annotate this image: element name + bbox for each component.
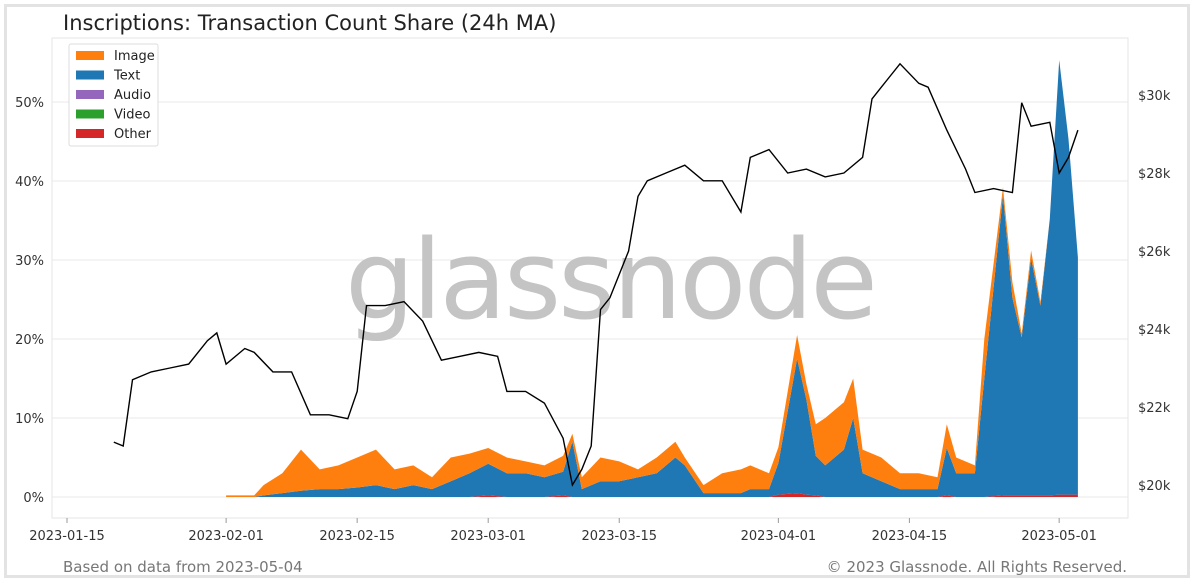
y-right-tick-label: $22k: [1138, 401, 1171, 416]
y-left-tick-label: 10%: [15, 412, 44, 427]
legend-label: Video: [114, 108, 150, 123]
legend: Image Text Audio Video Other: [68, 43, 159, 147]
legend-swatch-video: [76, 109, 104, 119]
footer-copyright: © 2023 Glassnode. All Rights Reserved.: [827, 558, 1127, 576]
legend-swatch-image: [76, 51, 104, 60]
legend-label: Other: [114, 127, 152, 142]
y-right-tick-label: $24k: [1138, 323, 1171, 338]
y-left-tick-label: 40%: [15, 175, 44, 190]
y-left-tick-label: 0%: [23, 491, 44, 506]
legend-swatch-audio: [76, 90, 104, 99]
plot-area: [51, 37, 1129, 519]
y-left-tick-label: 30%: [15, 254, 44, 269]
chart-title: Inscriptions: Transaction Count Share (2…: [63, 11, 556, 35]
x-tick-label: 2023-02-01: [188, 529, 264, 544]
watermark: glassnode: [345, 216, 875, 344]
chart-frame: [4, 4, 1190, 578]
y-right-tick-label: $28k: [1138, 167, 1171, 182]
area-text: [226, 60, 1078, 497]
legend-swatch-text: [76, 70, 104, 80]
legend-box: [68, 43, 159, 147]
x-tick-label: 2023-02-15: [319, 529, 395, 544]
x-tick-label: 2023-03-15: [581, 529, 657, 544]
legend-label: Audio: [114, 88, 151, 103]
y-left-tick-label: 20%: [15, 333, 44, 348]
x-tick-label: 2023-04-15: [872, 529, 948, 544]
x-tick-label: 2023-03-01: [450, 529, 526, 544]
price-line: [113, 62, 1079, 487]
y-right-tick-label: $30k: [1138, 89, 1171, 104]
x-tick-label: 2023-05-01: [1021, 529, 1097, 544]
legend-label: Text: [113, 69, 140, 84]
x-tick-label: 2023-04-01: [741, 529, 817, 544]
y-left-tick-label: 50%: [15, 96, 44, 111]
footer-source: Based on data from 2023-05-04: [63, 558, 303, 576]
legend-swatch-other: [76, 129, 104, 138]
area-other: [226, 493, 1078, 497]
legend-label: Image: [114, 49, 155, 64]
y-right-tick-label: $26k: [1138, 245, 1171, 260]
y-right-tick-label: $20k: [1138, 479, 1171, 494]
x-tick-label: 2023-01-15: [29, 529, 105, 544]
